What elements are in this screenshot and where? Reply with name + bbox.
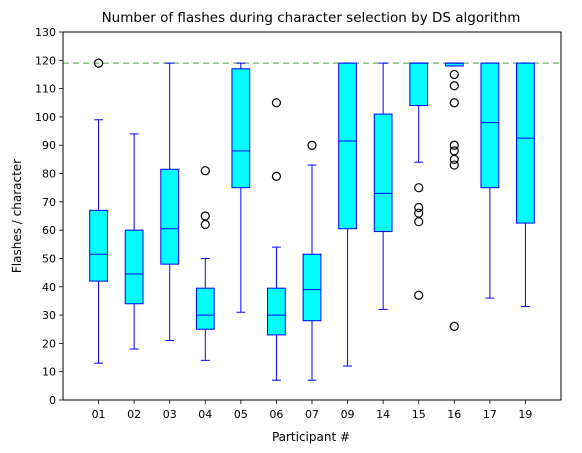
box — [516, 62, 535, 224]
outlier-point — [449, 160, 459, 170]
box — [480, 62, 500, 189]
plot-frame — [62, 31, 562, 401]
x-tick-label: 09 — [341, 408, 355, 421]
box — [195, 287, 215, 330]
y-tick-label: 0 — [49, 394, 56, 407]
outlier-point — [414, 202, 424, 213]
outlier-point — [200, 166, 210, 176]
outlier-point — [93, 58, 104, 68]
outlier-point — [449, 98, 459, 108]
box — [373, 113, 393, 233]
x-tick-label: 07 — [305, 408, 319, 421]
x-tick-label: 17 — [483, 408, 497, 421]
plot-area: 0 10 20 30 40 50 60 70 80 90 100 110 120 130 01 02 03 04 0… — [35, 26, 562, 421]
y-tick-label: 80 — [42, 168, 56, 181]
y-tick-label: 120 — [35, 54, 56, 67]
x-tick-label: 02 — [127, 408, 141, 421]
y-tick-label: 130 — [35, 26, 56, 39]
box — [89, 209, 108, 282]
outlier-point — [271, 98, 282, 108]
x-axis-label: Participant # — [272, 430, 350, 444]
x-tick-label: 16 — [447, 408, 461, 421]
outlier-point — [414, 290, 424, 300]
box — [338, 62, 357, 230]
y-tick-label: 70 — [42, 196, 56, 209]
y-tick-label: 50 — [42, 252, 56, 265]
x-tick-label: 14 — [376, 408, 390, 421]
outlier-point — [414, 183, 424, 193]
x-tick-label: 06 — [269, 408, 283, 421]
x-tick-label: 04 — [198, 408, 212, 421]
outlier-point — [200, 219, 210, 230]
outlier-point — [414, 217, 424, 227]
outlier-point — [449, 81, 459, 91]
outlier-point — [449, 154, 459, 164]
x-tick-label: 01 — [92, 408, 106, 421]
box — [124, 229, 144, 305]
y-tick-label: 40 — [42, 281, 56, 294]
outlier-point — [449, 321, 459, 331]
y-axis-label: Flashes / character — [10, 159, 24, 273]
y-tick-label: 10 — [42, 366, 56, 379]
x-tick-label: 15 — [412, 408, 426, 421]
x-tick-label: 05 — [234, 408, 248, 421]
outlier-point — [271, 171, 282, 181]
y-tick-label: 90 — [42, 139, 56, 152]
x-tick-label: 19 — [518, 408, 532, 421]
outlier-point — [414, 208, 424, 218]
x-tick-label: 03 — [163, 408, 177, 421]
y-tick-label: 30 — [42, 309, 56, 322]
y-tick-label: 110 — [35, 83, 56, 96]
outlier-point — [307, 140, 317, 150]
outlier-point — [449, 140, 459, 150]
chart-title: Number of flashes during character selec… — [102, 10, 521, 26]
outlier-point — [449, 146, 459, 156]
box — [231, 68, 251, 189]
y-tick-label: 100 — [35, 111, 56, 124]
outlier-point — [449, 69, 459, 80]
y-tick-label: 20 — [42, 337, 56, 350]
y-tick-label: 60 — [42, 224, 56, 237]
box — [409, 62, 429, 107]
box — [267, 287, 286, 336]
box — [302, 253, 322, 322]
box — [160, 168, 180, 265]
outlier-point — [200, 211, 210, 221]
